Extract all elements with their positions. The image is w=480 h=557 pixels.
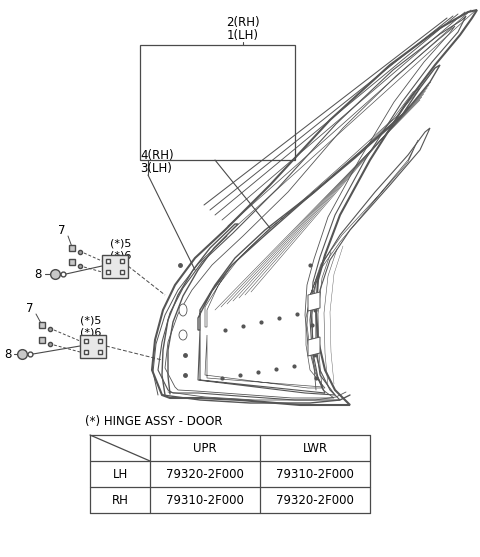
Polygon shape [308, 292, 320, 311]
Text: (*) HINGE ASSY - DOOR: (*) HINGE ASSY - DOOR [85, 414, 223, 428]
Ellipse shape [179, 330, 187, 340]
Polygon shape [152, 10, 477, 405]
Text: 7: 7 [26, 301, 34, 315]
Text: 3(LH): 3(LH) [140, 162, 172, 174]
Text: (*)5: (*)5 [80, 315, 101, 325]
Text: 7: 7 [58, 223, 66, 237]
Polygon shape [80, 335, 106, 358]
Bar [140, 45, 295, 160]
Text: 2(RH): 2(RH) [226, 16, 260, 28]
Ellipse shape [179, 304, 187, 316]
Text: 4(RH): 4(RH) [140, 149, 174, 162]
Text: (*)6: (*)6 [80, 327, 101, 337]
Text: 79310-2F000: 79310-2F000 [276, 467, 354, 481]
Text: 8: 8 [4, 348, 12, 360]
Text: 79310-2F000: 79310-2F000 [166, 494, 244, 506]
Text: 79320-2F000: 79320-2F000 [276, 494, 354, 506]
Polygon shape [308, 337, 320, 356]
Text: 79320-2F000: 79320-2F000 [166, 467, 244, 481]
Text: (*)6: (*)6 [110, 250, 132, 260]
Text: LWR: LWR [302, 442, 327, 455]
Text: RH: RH [111, 494, 129, 506]
Text: 8: 8 [34, 267, 42, 281]
Polygon shape [102, 255, 128, 278]
Text: LH: LH [112, 467, 128, 481]
Text: 1(LH): 1(LH) [227, 28, 259, 42]
Text: UPR: UPR [193, 442, 217, 455]
Text: (*)5: (*)5 [110, 238, 132, 248]
